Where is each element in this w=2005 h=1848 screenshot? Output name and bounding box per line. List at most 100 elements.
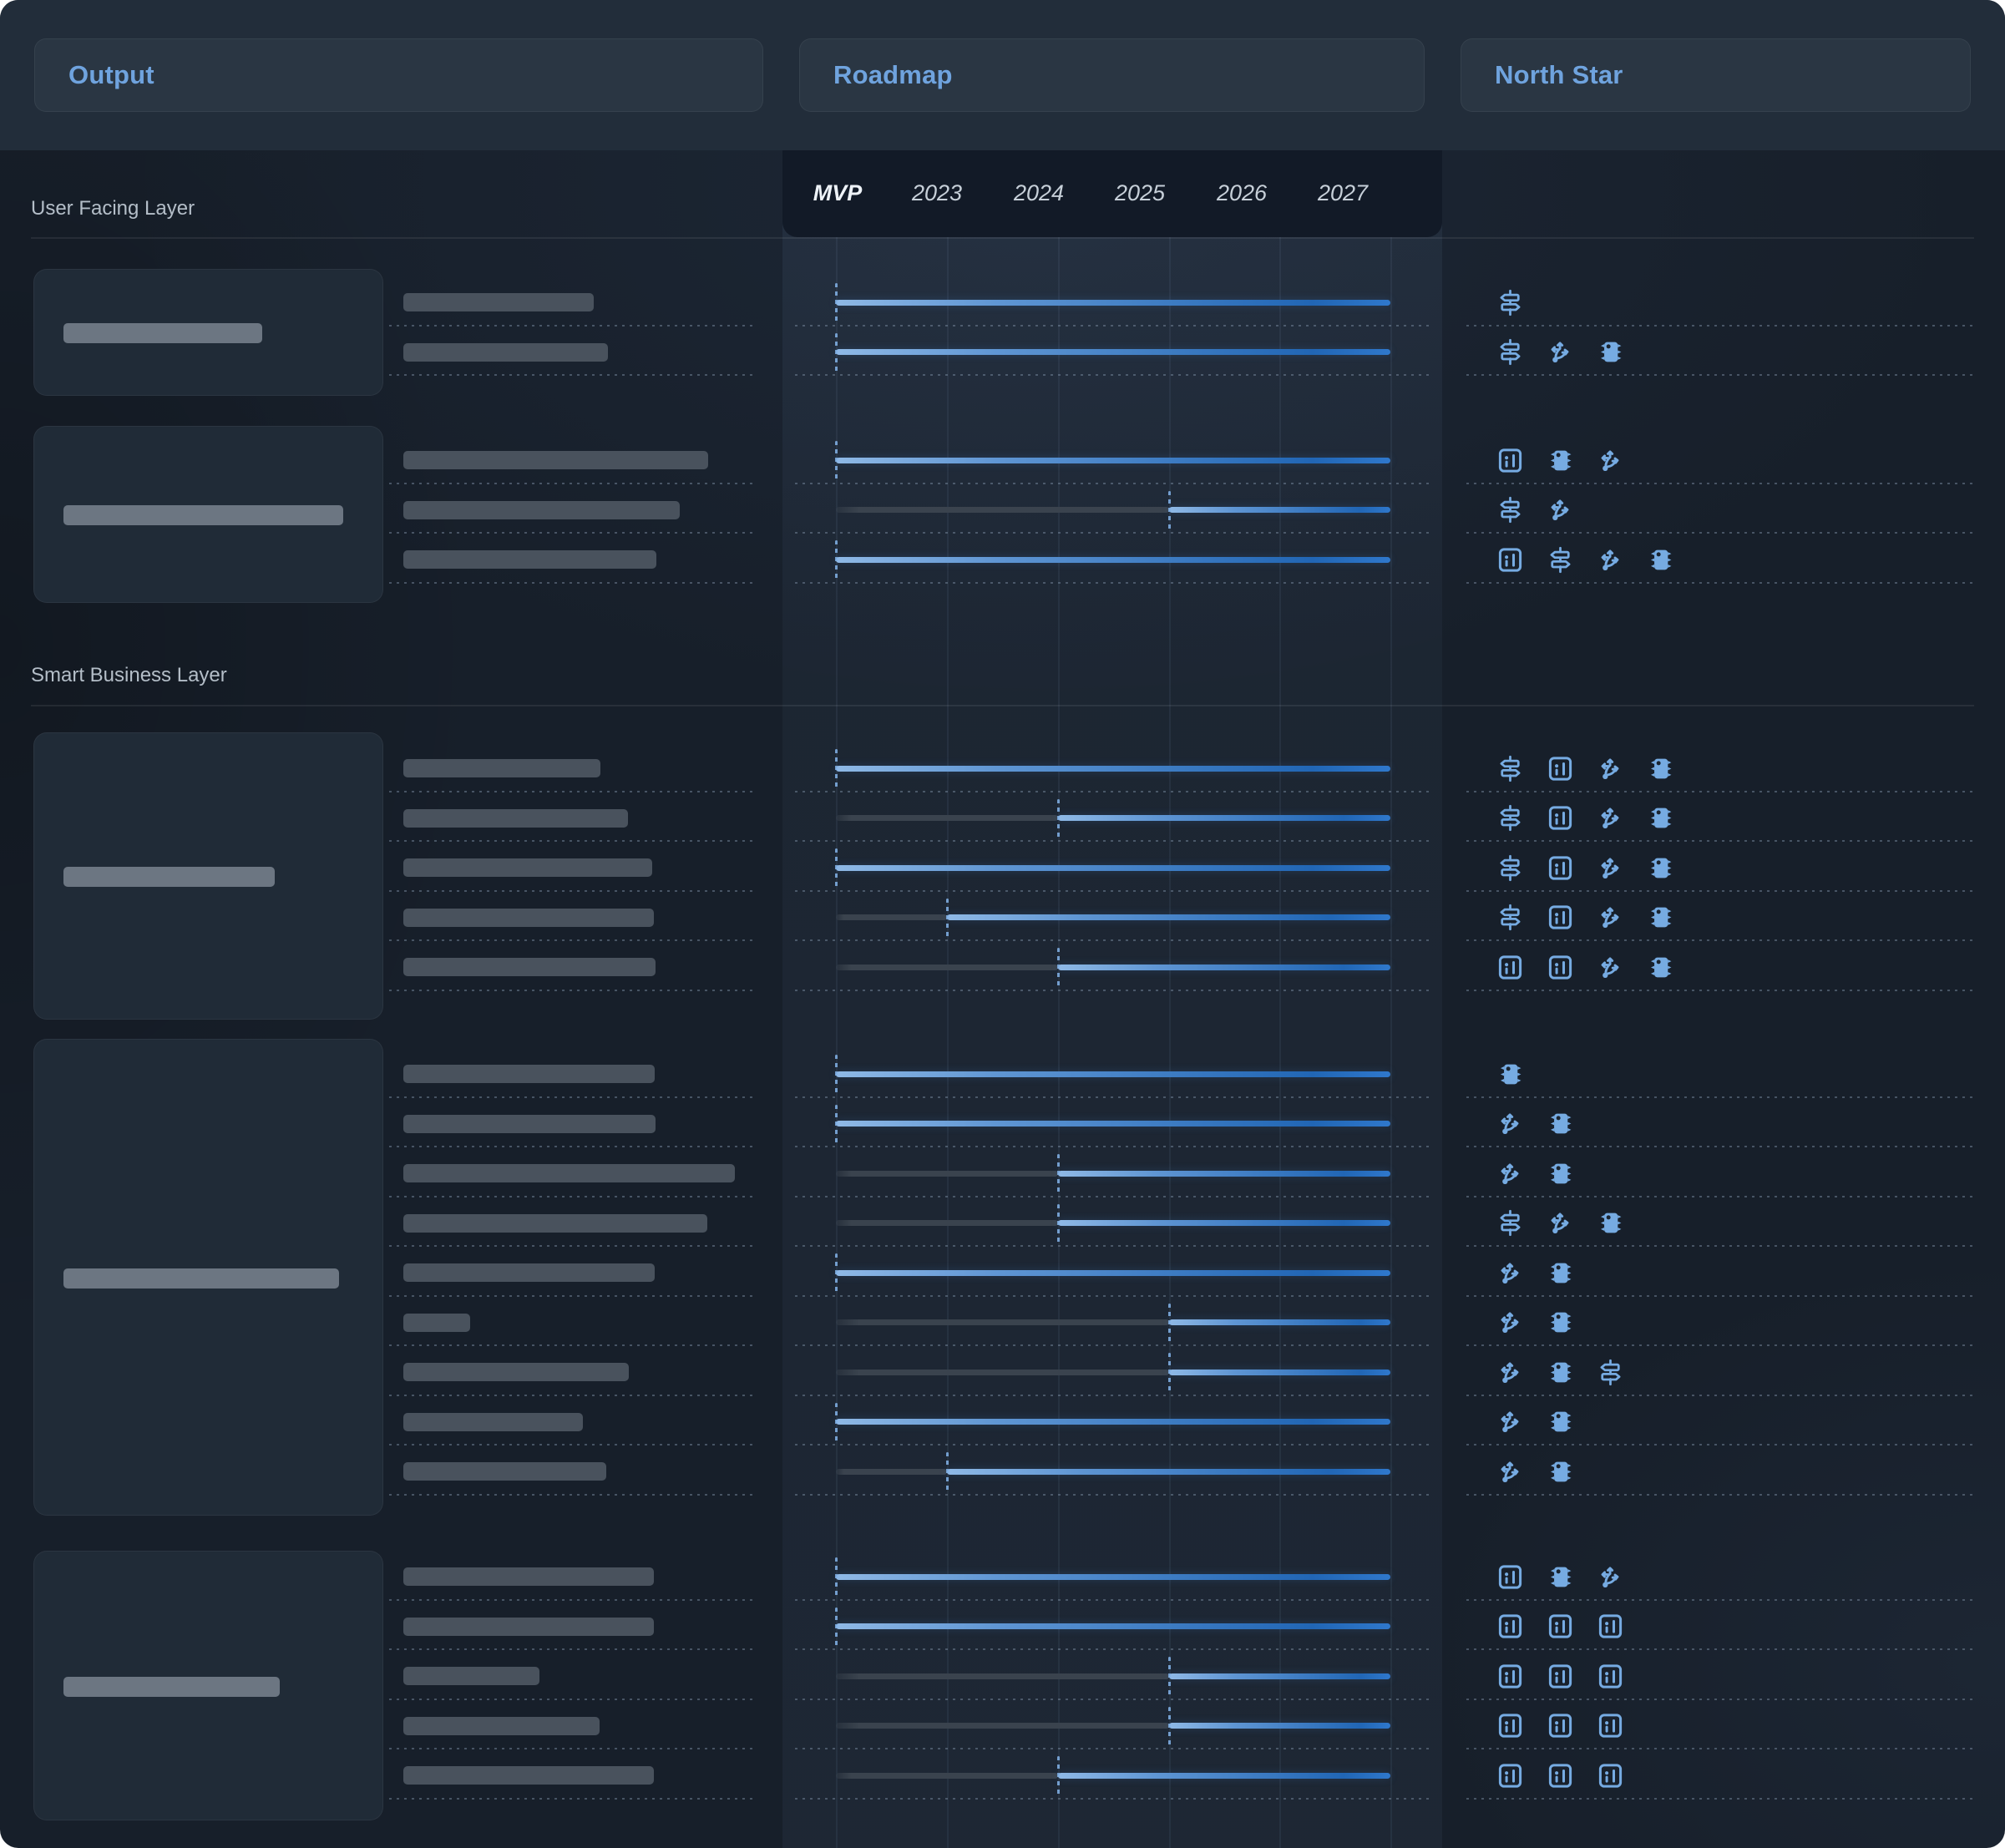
roadmap-row[interactable]: [386, 1198, 1975, 1248]
timeline-column-2026[interactable]: 2026: [1216, 180, 1268, 205]
timeline-bar[interactable]: [836, 1573, 1390, 1580]
roadmap-row[interactable]: [386, 1652, 1975, 1701]
roadmap-row[interactable]: [386, 1751, 1975, 1800]
roadmap-row[interactable]: [386, 1552, 1975, 1602]
chart-icon[interactable]: [1597, 1662, 1624, 1691]
timeline-bar[interactable]: [1169, 1369, 1390, 1375]
microchip-icon[interactable]: [1647, 754, 1674, 783]
roadmap-row[interactable]: [386, 943, 1975, 992]
split-arrows-icon[interactable]: [1597, 1562, 1624, 1592]
roadmap-row[interactable]: [386, 1602, 1975, 1651]
feature-card[interactable]: [33, 426, 383, 603]
roadmap-row[interactable]: [386, 1701, 1975, 1750]
timeline-column-2027[interactable]: 2027: [1317, 180, 1369, 205]
timeline-column-2023[interactable]: 2023: [911, 180, 963, 205]
chart-icon[interactable]: [1547, 903, 1574, 932]
microchip-icon[interactable]: [1647, 953, 1674, 982]
feature-card[interactable]: [33, 1551, 383, 1820]
signpost-icon[interactable]: [1496, 803, 1524, 833]
timeline-column-2025[interactable]: 2025: [1114, 180, 1166, 205]
timeline-bar[interactable]: [836, 1623, 1390, 1629]
timeline-bar[interactable]: [1169, 1319, 1390, 1325]
roadmap-row[interactable]: [386, 1149, 1975, 1198]
microchip-icon[interactable]: [1647, 903, 1674, 932]
roadmap-row[interactable]: [386, 436, 1975, 485]
timeline-bar[interactable]: [1169, 1673, 1390, 1679]
microchip-icon[interactable]: [1547, 1308, 1574, 1337]
chart-icon[interactable]: [1597, 1761, 1624, 1790]
chart-icon[interactable]: [1496, 1761, 1524, 1790]
chart-icon[interactable]: [1547, 853, 1574, 883]
chart-icon[interactable]: [1547, 1711, 1574, 1740]
timeline-column-mvp[interactable]: MVP: [813, 180, 863, 205]
roadmap-row[interactable]: [386, 1397, 1975, 1446]
microchip-icon[interactable]: [1496, 1060, 1524, 1089]
split-arrows-icon[interactable]: [1597, 803, 1624, 833]
microchip-icon[interactable]: [1597, 1208, 1624, 1238]
signpost-icon[interactable]: [1496, 903, 1524, 932]
split-arrows-icon[interactable]: [1547, 1208, 1574, 1238]
signpost-icon[interactable]: [1496, 495, 1524, 524]
microchip-icon[interactable]: [1647, 853, 1674, 883]
roadmap-row[interactable]: [386, 278, 1975, 327]
roadmap-row[interactable]: [386, 535, 1975, 585]
chart-icon[interactable]: [1496, 1562, 1524, 1592]
chart-icon[interactable]: [1547, 953, 1574, 982]
timeline-bar[interactable]: [1058, 815, 1390, 821]
signpost-icon[interactable]: [1597, 1358, 1624, 1387]
chart-icon[interactable]: [1547, 803, 1574, 833]
roadmap-row[interactable]: [386, 1447, 1975, 1496]
signpost-icon[interactable]: [1496, 853, 1524, 883]
roadmap-row[interactable]: [386, 485, 1975, 534]
signpost-icon[interactable]: [1496, 288, 1524, 317]
split-arrows-icon[interactable]: [1597, 953, 1624, 982]
microchip-icon[interactable]: [1547, 446, 1574, 475]
signpost-icon[interactable]: [1496, 754, 1524, 783]
tab-north-star[interactable]: North Star: [1461, 38, 1971, 112]
split-arrows-icon[interactable]: [1496, 1258, 1524, 1288]
timeline-bar[interactable]: [1169, 1723, 1390, 1729]
microchip-icon[interactable]: [1547, 1109, 1574, 1138]
microchip-icon[interactable]: [1547, 1562, 1574, 1592]
split-arrows-icon[interactable]: [1496, 1358, 1524, 1387]
chart-icon[interactable]: [1597, 1711, 1624, 1740]
split-arrows-icon[interactable]: [1496, 1109, 1524, 1138]
roadmap-row[interactable]: [386, 1298, 1975, 1347]
tab-output[interactable]: Output: [34, 38, 763, 112]
timeline-bar[interactable]: [1058, 1772, 1390, 1779]
feature-card[interactable]: [33, 732, 383, 1020]
timeline-bar[interactable]: [836, 457, 1390, 463]
timeline-bar[interactable]: [1169, 507, 1390, 513]
split-arrows-icon[interactable]: [1547, 337, 1574, 367]
chart-icon[interactable]: [1496, 1711, 1524, 1740]
split-arrows-icon[interactable]: [1597, 754, 1624, 783]
timeline-bar[interactable]: [836, 1419, 1390, 1425]
split-arrows-icon[interactable]: [1597, 903, 1624, 932]
signpost-icon[interactable]: [1496, 1208, 1524, 1238]
microchip-icon[interactable]: [1547, 1407, 1574, 1436]
roadmap-row[interactable]: [386, 1050, 1975, 1099]
timeline-bar[interactable]: [836, 349, 1390, 355]
timeline-bar[interactable]: [836, 864, 1390, 871]
split-arrows-icon[interactable]: [1597, 853, 1624, 883]
timeline-bar[interactable]: [947, 914, 1390, 920]
roadmap-row[interactable]: [386, 1099, 1975, 1148]
split-arrows-icon[interactable]: [1547, 495, 1574, 524]
split-arrows-icon[interactable]: [1496, 1308, 1524, 1337]
timeline-bar[interactable]: [836, 1071, 1390, 1077]
microchip-icon[interactable]: [1547, 1159, 1574, 1188]
split-arrows-icon[interactable]: [1496, 1159, 1524, 1188]
chart-icon[interactable]: [1547, 1662, 1574, 1691]
microchip-icon[interactable]: [1647, 545, 1674, 575]
timeline-bar[interactable]: [836, 1269, 1390, 1276]
split-arrows-icon[interactable]: [1597, 446, 1624, 475]
microchip-icon[interactable]: [1647, 803, 1674, 833]
chart-icon[interactable]: [1496, 545, 1524, 575]
timeline-column-2024[interactable]: 2024: [1013, 180, 1065, 205]
signpost-icon[interactable]: [1496, 337, 1524, 367]
roadmap-row[interactable]: [386, 327, 1975, 377]
split-arrows-icon[interactable]: [1496, 1457, 1524, 1486]
chart-icon[interactable]: [1547, 1761, 1574, 1790]
chart-icon[interactable]: [1597, 1612, 1624, 1641]
roadmap-row[interactable]: [386, 793, 1975, 843]
